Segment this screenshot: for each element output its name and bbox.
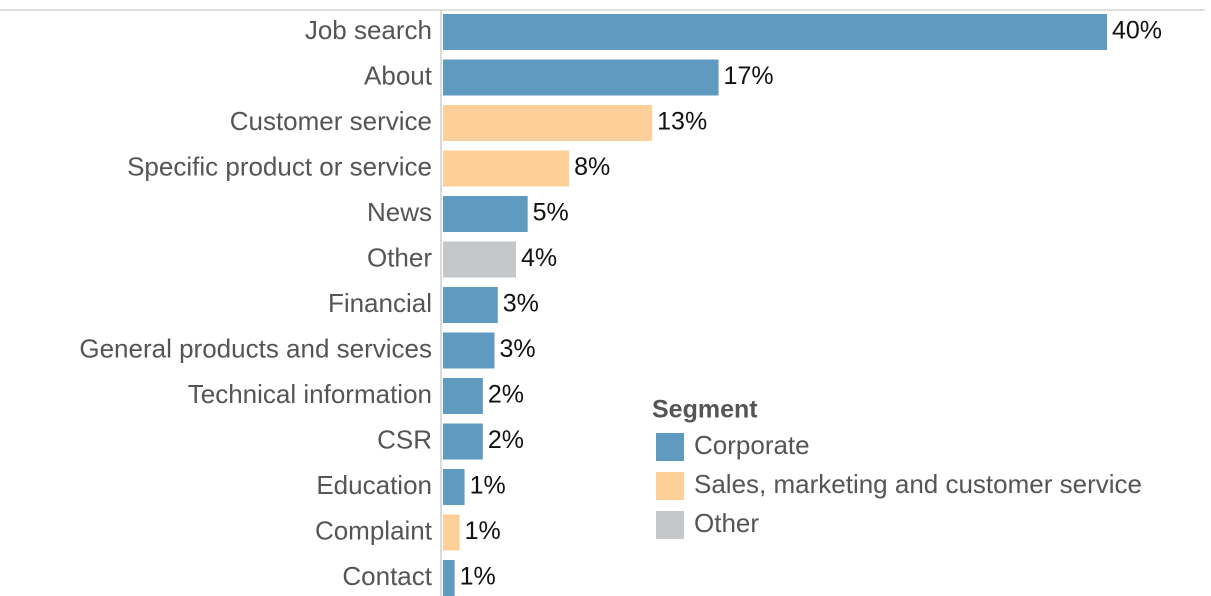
bar xyxy=(443,378,483,414)
bar xyxy=(443,241,517,278)
category-label: Contact xyxy=(342,561,432,591)
category-label: Customer service xyxy=(230,106,432,136)
value-label: 17% xyxy=(724,62,774,90)
bar xyxy=(443,560,455,596)
value-label: 3% xyxy=(499,335,535,363)
value-label: 3% xyxy=(503,290,539,318)
legend-label: Sales, marketing and customer service xyxy=(694,469,1142,499)
bar xyxy=(443,105,653,141)
value-label: 1% xyxy=(465,517,501,545)
value-label: 8% xyxy=(574,153,610,181)
category-label: Job search xyxy=(305,15,432,45)
bar xyxy=(443,196,528,232)
value-label: 2% xyxy=(488,381,524,409)
bar xyxy=(443,14,1107,50)
category-label: Financial xyxy=(328,288,432,318)
bar xyxy=(443,287,498,323)
category-label: Other xyxy=(367,242,432,272)
legend-swatch xyxy=(656,433,684,461)
legend-label: Other xyxy=(694,508,759,538)
value-label: 40% xyxy=(1112,17,1162,45)
legend-title: Segment xyxy=(652,396,758,424)
category-label: About xyxy=(364,60,433,90)
category-label: News xyxy=(367,197,432,227)
legend-swatch xyxy=(656,511,684,539)
legend-swatch xyxy=(656,472,684,500)
value-label: 1% xyxy=(470,472,506,500)
category-label: Education xyxy=(316,470,432,500)
bar xyxy=(443,469,465,505)
bar xyxy=(443,59,719,96)
legend-label: Corporate xyxy=(694,430,810,460)
category-label: Technical information xyxy=(188,379,432,409)
category-label: Complaint xyxy=(315,515,433,545)
value-label: 4% xyxy=(521,244,557,272)
value-label: 2% xyxy=(488,426,524,454)
value-label: 5% xyxy=(533,199,569,227)
value-label: 1% xyxy=(460,563,496,591)
value-label: 13% xyxy=(657,108,707,136)
bar xyxy=(443,332,495,369)
category-label: Specific product or service xyxy=(127,151,432,181)
bar xyxy=(443,514,460,551)
category-label: CSR xyxy=(377,424,432,454)
category-label: General products and services xyxy=(79,333,432,363)
bar xyxy=(443,150,570,187)
bar xyxy=(443,423,483,460)
